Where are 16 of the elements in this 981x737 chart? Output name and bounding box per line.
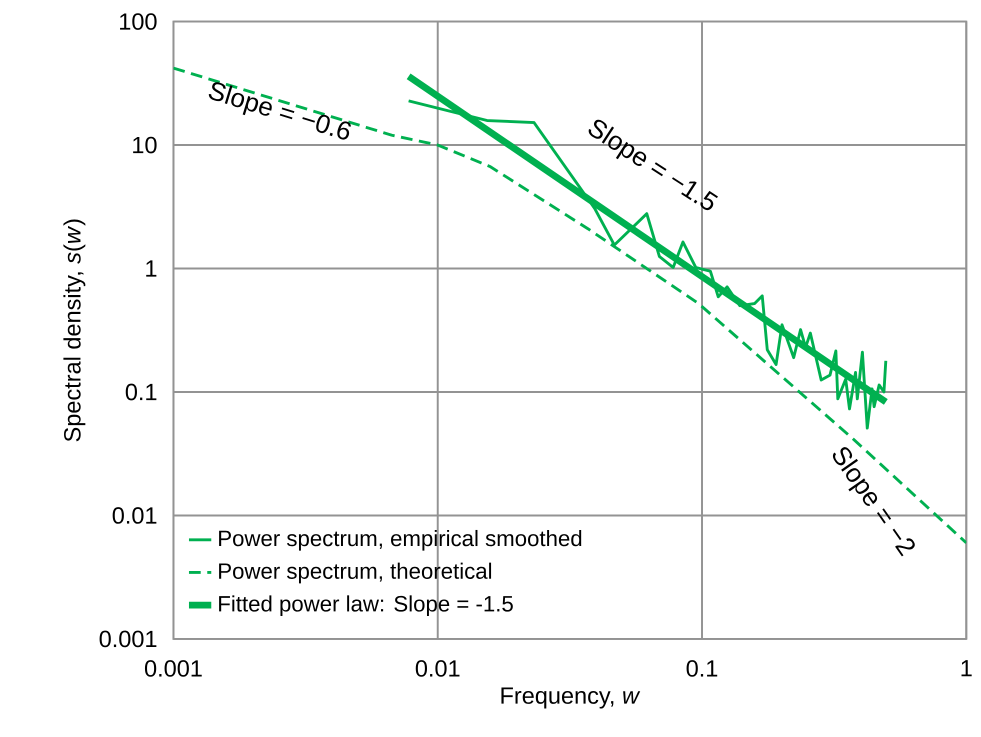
legend-label: Power spectrum, theoretical — [219, 562, 492, 584]
x-axis-title: Frequency, w — [501, 688, 640, 709]
y-axis-title: Spectral density, s(w) — [63, 220, 86, 442]
x-tick-label: 0.1 — [686, 660, 718, 677]
y-tick-label: 100 — [120, 13, 157, 30]
x-tick-label: 0.001 — [144, 660, 202, 677]
x-tick-label: 0.01 — [416, 660, 460, 677]
x-tick-label: 1 — [962, 660, 972, 676]
legend-label: Power spectrum, empirical smoothed — [219, 530, 582, 551]
y-tick-label: 0.001 — [100, 630, 156, 648]
y-tick-label: 10 — [133, 136, 157, 154]
y-tick-label: 0.01 — [112, 507, 156, 524]
y-tick-label: 0.1 — [126, 384, 156, 400]
annotation: Slope = −0.6 — [208, 82, 351, 140]
legend-label: Fitted power law: Slope = -1.5 — [219, 595, 513, 616]
y-tick-label: 1 — [146, 260, 156, 277]
